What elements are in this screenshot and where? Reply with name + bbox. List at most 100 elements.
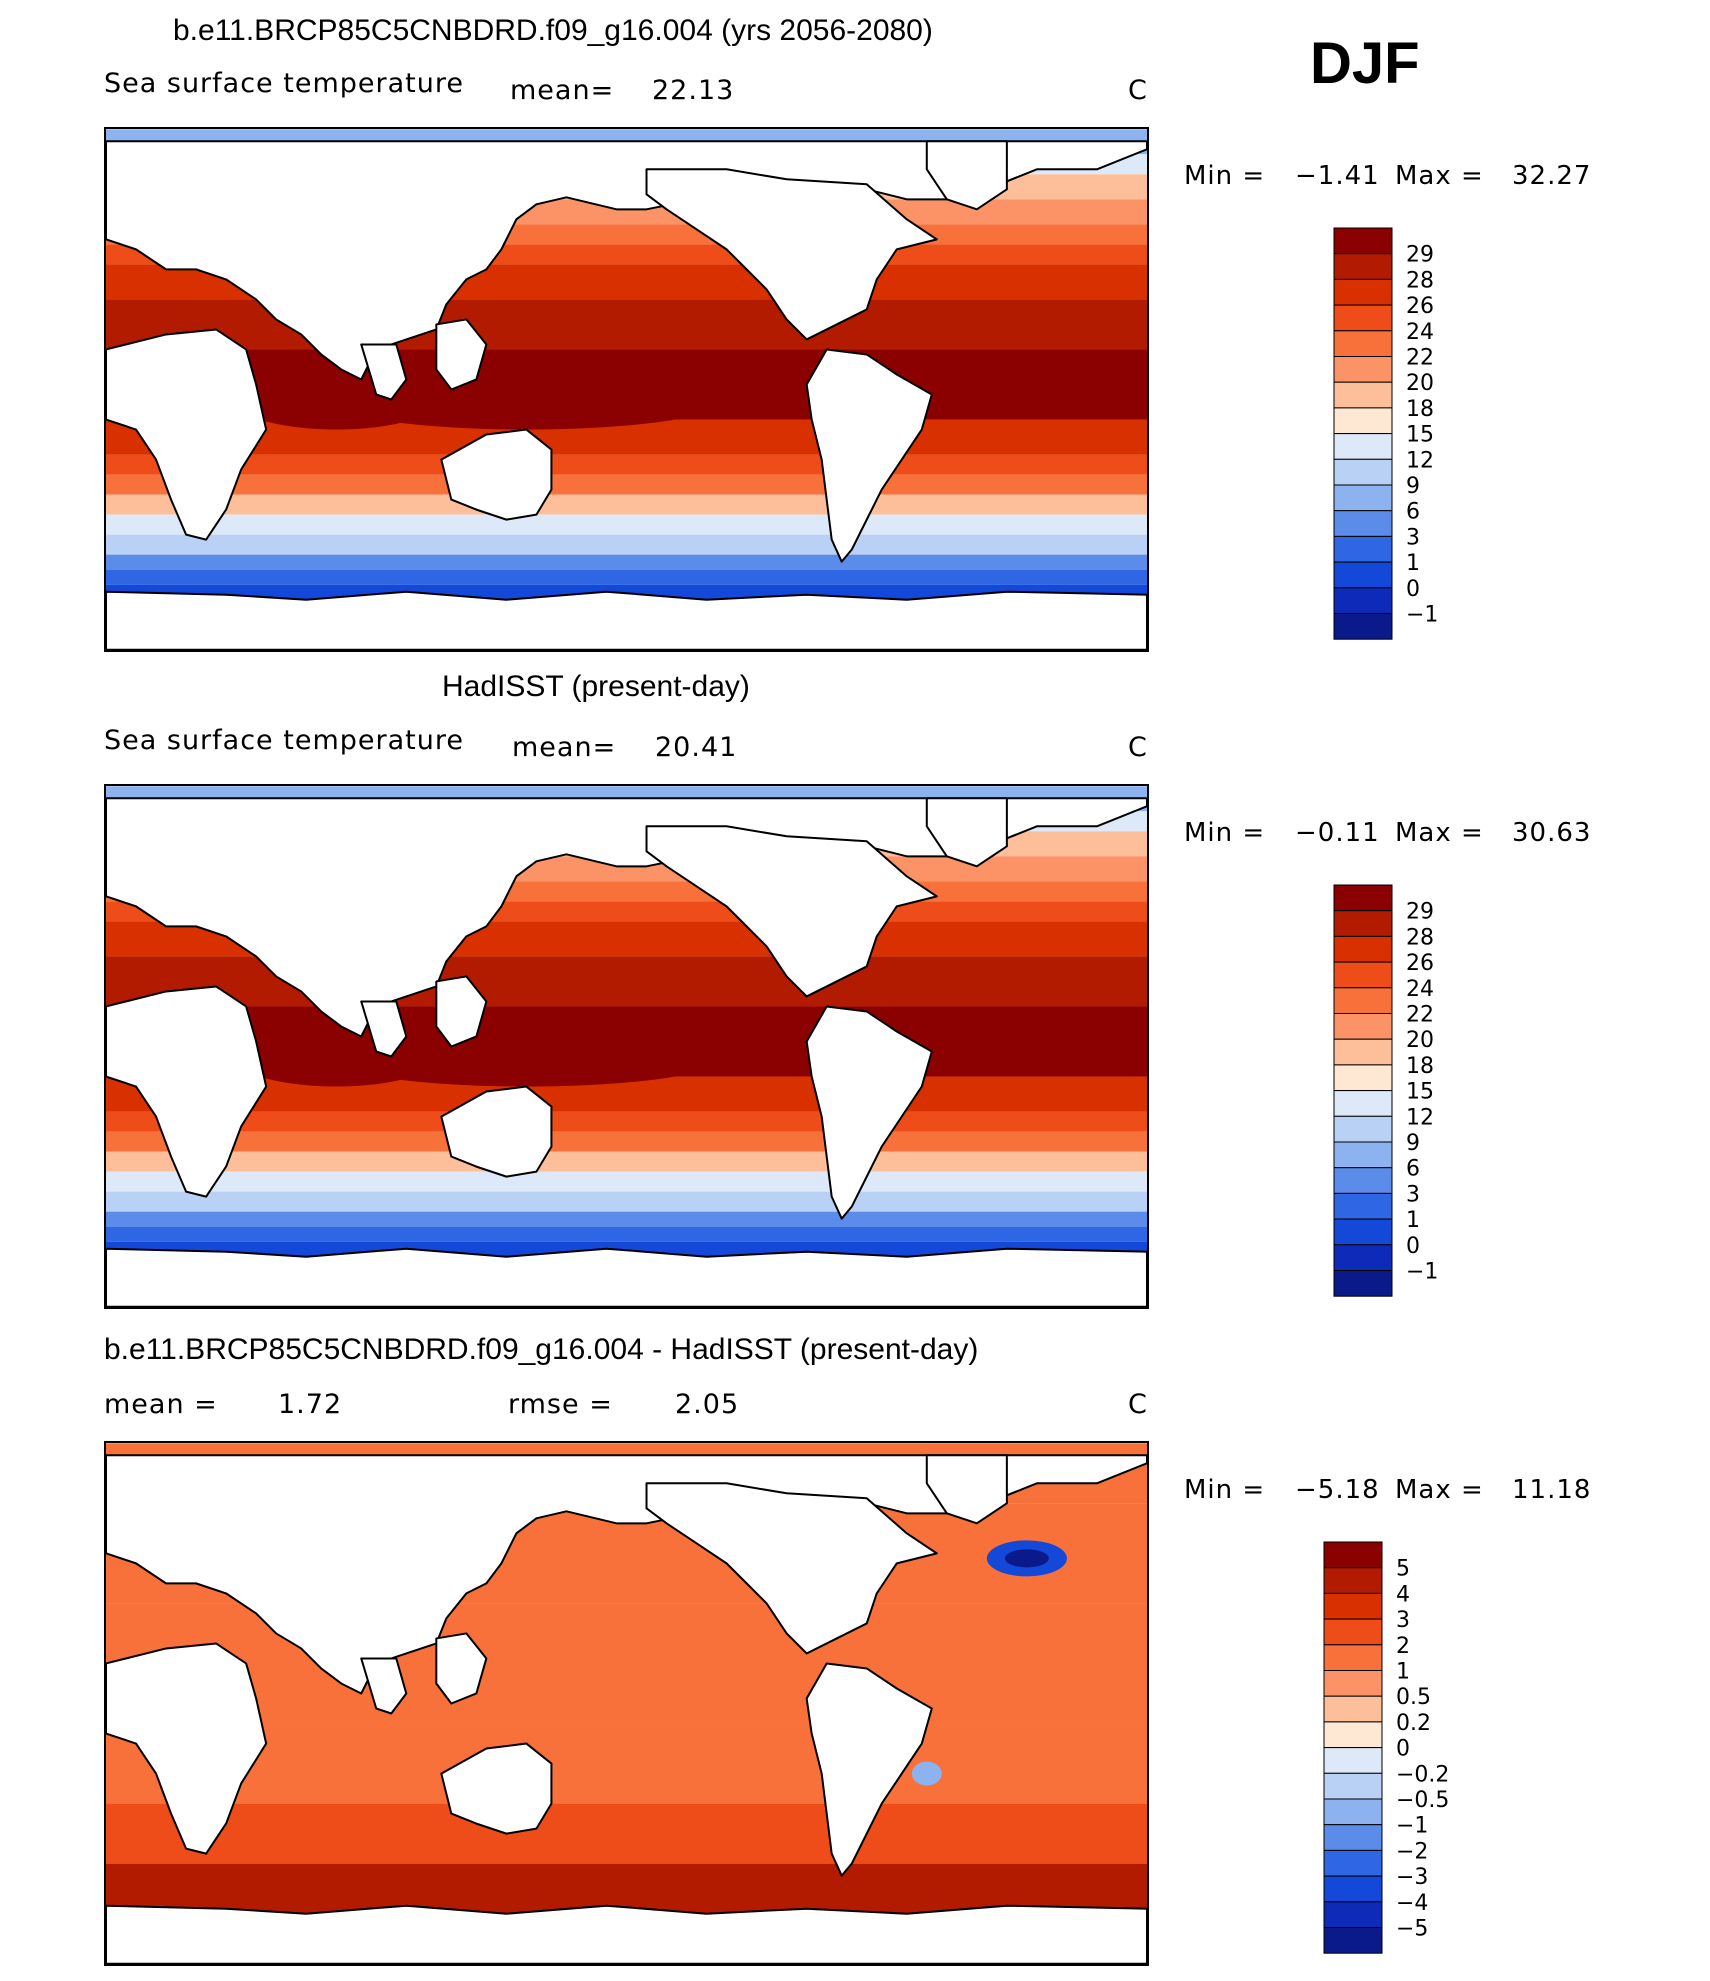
- colorbar-swatch: [1333, 884, 1393, 912]
- panel-1-units: C: [1128, 75, 1148, 106]
- colorbar-tick-label: 24: [1406, 977, 1434, 1002]
- colorbar-tick-label: 28: [1406, 925, 1434, 950]
- ocean-band: [106, 474, 1147, 495]
- land-mass: [925, 1454, 1008, 1525]
- colorbar-swatch: [1333, 253, 1393, 280]
- colorbar-swatch: [1333, 935, 1393, 963]
- panel-1-max-label: Max =: [1395, 161, 1484, 191]
- land-mass: [440, 1742, 553, 1835]
- panel-1-mean-value: 22.13: [652, 75, 735, 106]
- colorbar-tick-label: 6: [1406, 500, 1420, 525]
- land-mass: [106, 1904, 1147, 1964]
- colorbar-tick-label: 29: [1406, 900, 1434, 925]
- panel-3-map: [104, 1441, 1149, 1966]
- panel-2-units: C: [1128, 732, 1148, 763]
- colorbar-swatch: [1323, 1618, 1383, 1646]
- colorbar-tick-label: 2: [1396, 1634, 1410, 1659]
- colorbar-tick-label: 0: [1406, 577, 1420, 602]
- colorbar-tick-label: 12: [1406, 448, 1434, 473]
- land-mass: [360, 343, 408, 401]
- colorbar-tick-label: 22: [1406, 1003, 1434, 1028]
- colorbar-tick-label: 18: [1406, 397, 1434, 422]
- colorbar-swatch: [1333, 1038, 1393, 1066]
- colorbar-swatch: [1323, 1644, 1383, 1672]
- colorbar-tick-label: 26: [1406, 951, 1434, 976]
- land-mass: [435, 975, 488, 1048]
- colorbar-swatch: [1333, 433, 1393, 460]
- panel-2-min-label: Min =: [1184, 818, 1266, 848]
- colorbar-tick-label: −0.5: [1396, 1788, 1449, 1813]
- colorbar-tick-label: 3: [1406, 1182, 1420, 1207]
- colorbar-tick-label: 0.5: [1396, 1685, 1431, 1710]
- land-mass: [440, 1085, 553, 1178]
- colorbar-tick-label: 9: [1406, 474, 1420, 499]
- ocean-band: [106, 1603, 1147, 1724]
- panel-1-variable: Sea surface temperature: [104, 68, 464, 99]
- colorbar-swatch: [1333, 561, 1393, 589]
- panel-1-title: b.e11.BRCP85C5CNBDRD.f09_g16.004 (yrs 20…: [173, 14, 933, 47]
- ocean-band: [106, 569, 1147, 585]
- colorbar-tick-label: −0.2: [1396, 1762, 1449, 1787]
- panel-2-max-label: Max =: [1395, 818, 1484, 848]
- colorbar-tick-label: 29: [1406, 243, 1434, 268]
- colorbar-swatch: [1333, 987, 1393, 1015]
- colorbar-tick-label: 0.2: [1396, 1711, 1431, 1736]
- colorbar-swatch: [1333, 484, 1393, 512]
- ocean-band: [106, 554, 1147, 570]
- panel-1-max-value: 32.27: [1512, 161, 1592, 191]
- colorbar-swatch: [1333, 1270, 1393, 1297]
- land-mass: [106, 328, 268, 541]
- colorbar-tick-label: 3: [1396, 1608, 1410, 1633]
- colorbar-swatch: [1323, 1901, 1383, 1928]
- panel-2-variable: Sea surface temperature: [104, 725, 464, 756]
- panel-1-min-label: Min =: [1184, 161, 1266, 191]
- colorbar-tick-label: 24: [1406, 320, 1434, 345]
- ocean-band: [106, 1723, 1147, 1804]
- colorbar-swatch: [1333, 1115, 1393, 1143]
- panel-3-min-label: Min =: [1184, 1475, 1266, 1505]
- land-mass: [805, 1005, 933, 1220]
- land-mass: [106, 1247, 1147, 1307]
- colorbar-tick-label: 0: [1406, 1234, 1420, 1259]
- land-mass: [106, 590, 1147, 650]
- colorbar-tick-label: 9: [1406, 1131, 1420, 1156]
- ocean-band: [106, 1171, 1147, 1192]
- cold-anomaly-core: [1004, 1549, 1049, 1568]
- land-mass: [440, 428, 553, 521]
- colorbar-swatch: [1323, 1927, 1383, 1954]
- colorbar-swatch: [1323, 1772, 1383, 1800]
- colorbar-swatch: [1333, 1244, 1393, 1271]
- colorbar-tick-label: 1: [1406, 1208, 1420, 1233]
- ocean-band: [106, 1803, 1147, 1864]
- colorbar-tick-label: 12: [1406, 1105, 1434, 1130]
- colorbar-swatch: [1323, 1670, 1383, 1697]
- panel-1-mean-label: mean=: [510, 75, 615, 106]
- colorbar-swatch: [1333, 1192, 1393, 1220]
- colorbar-tick-label: 15: [1406, 1080, 1434, 1105]
- colorbar-tick-label: 1: [1396, 1660, 1410, 1685]
- ocean-band: [106, 494, 1147, 515]
- ocean-band: [106, 1191, 1147, 1212]
- panel-1-sst-field: [106, 129, 1147, 650]
- land-mass: [435, 318, 488, 391]
- panel-3-max-label: Max =: [1395, 1475, 1484, 1505]
- land-mass: [435, 1632, 488, 1705]
- colorbar-swatch: [1333, 1013, 1393, 1040]
- land-mass: [106, 1642, 268, 1855]
- colorbar-swatch: [1333, 356, 1393, 383]
- colorbar-tick-label: 18: [1406, 1054, 1434, 1079]
- colorbar-swatch: [1333, 961, 1393, 989]
- ocean-band: [106, 1131, 1147, 1152]
- ocean-band: [106, 1151, 1147, 1172]
- ocean-band: [106, 534, 1147, 555]
- panel-3-rmse-value: 2.05: [675, 1389, 740, 1420]
- season-label: DJF: [1310, 31, 1420, 96]
- colorbar-swatch: [1323, 1824, 1383, 1851]
- land-mass: [805, 348, 933, 563]
- colorbar-tick-label: −1: [1396, 1814, 1428, 1839]
- colorbar-swatch: [1333, 1064, 1393, 1092]
- land-mass: [360, 1657, 408, 1715]
- ocean-band: [106, 1211, 1147, 1227]
- colorbar-tick-label: −4: [1396, 1891, 1428, 1916]
